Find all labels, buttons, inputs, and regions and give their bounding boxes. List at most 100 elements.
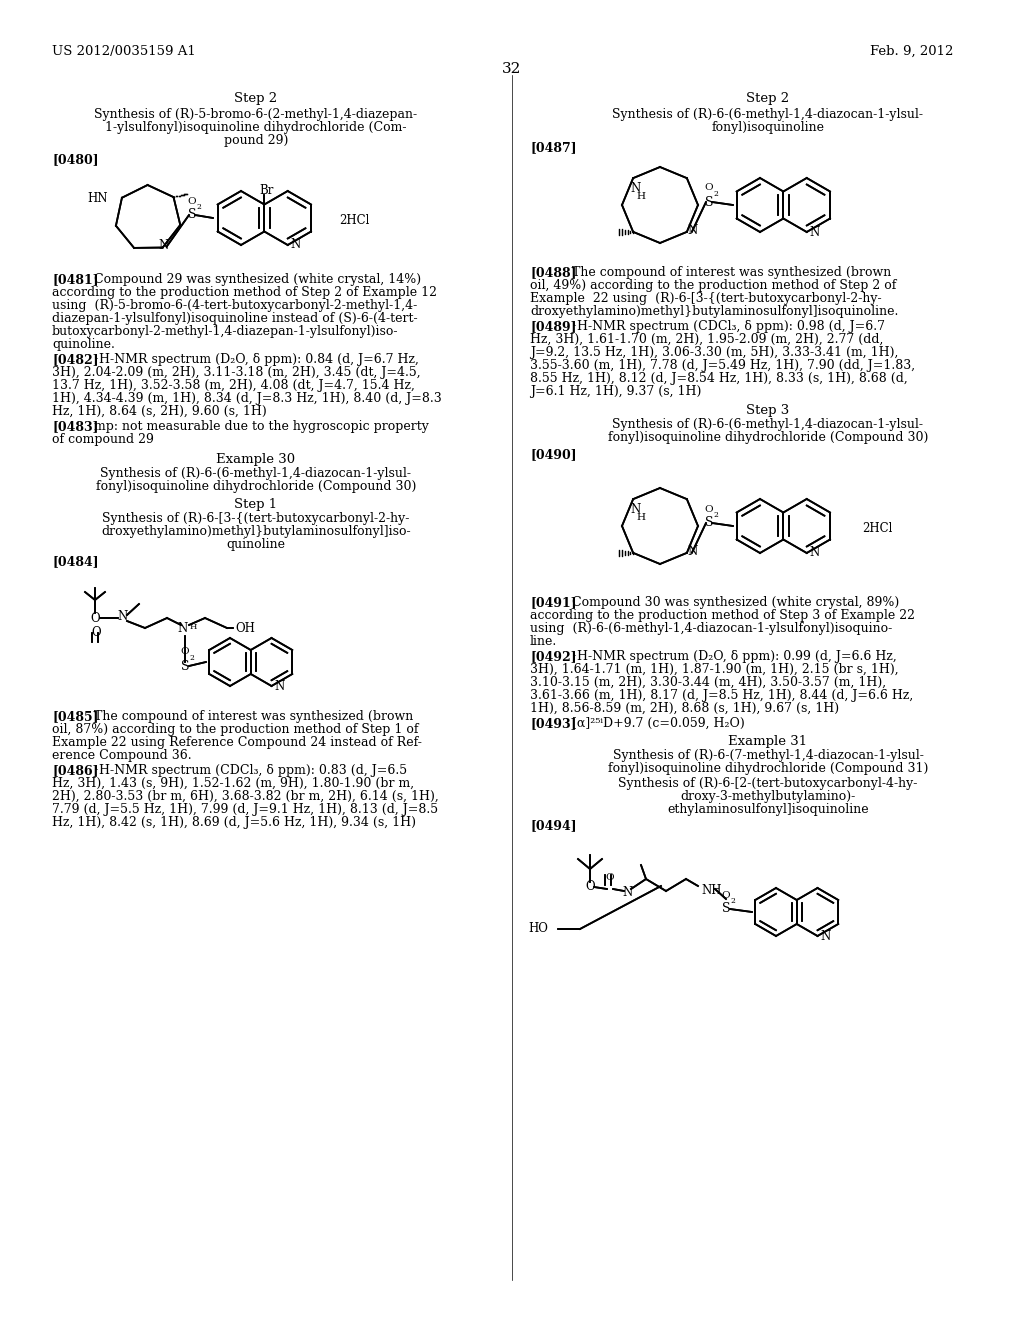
Text: Br: Br	[259, 183, 273, 197]
Text: according to the production method of Step 3 of Example 22: according to the production method of St…	[530, 609, 915, 622]
Text: [0493]: [0493]	[530, 717, 577, 730]
Text: [0487]: [0487]	[530, 141, 577, 154]
Text: quinoline: quinoline	[226, 539, 286, 550]
Text: 3.61-3.66 (m, 1H), 8.17 (d, J=8.5 Hz, 1H), 8.44 (d, J=6.6 Hz,: 3.61-3.66 (m, 1H), 8.17 (d, J=8.5 Hz, 1H…	[530, 689, 913, 702]
Text: O: O	[585, 880, 595, 894]
Text: N: N	[630, 182, 640, 194]
Text: ¹H-NMR spectrum (D₂O, δ ppm): 0.84 (d, J=6.7 Hz,: ¹H-NMR spectrum (D₂O, δ ppm): 0.84 (d, J…	[94, 352, 419, 366]
Text: according to the production method of Step 2 of Example 12: according to the production method of St…	[52, 286, 437, 300]
Text: 32: 32	[503, 62, 521, 77]
Text: S: S	[705, 195, 714, 209]
Text: Step 2: Step 2	[746, 92, 790, 106]
Text: ¹H-NMR spectrum (CDCl₃, δ ppm): 0.83 (d, J=6.5: ¹H-NMR spectrum (CDCl₃, δ ppm): 0.83 (d,…	[94, 764, 408, 777]
Text: using  (R)-5-bromo-6-(4-tert-butoxycarbonyl-2-methyl-1,4-: using (R)-5-bromo-6-(4-tert-butoxycarbon…	[52, 300, 417, 312]
Text: HO: HO	[528, 923, 548, 936]
Text: 7.79 (d, J=5.5 Hz, 1H), 7.99 (d, J=9.1 Hz, 1H), 8.13 (d, J=8.5: 7.79 (d, J=5.5 Hz, 1H), 7.99 (d, J=9.1 H…	[52, 803, 438, 816]
Text: 2: 2	[713, 190, 718, 198]
Text: Step 1: Step 1	[234, 498, 278, 511]
Text: 2: 2	[196, 203, 201, 211]
Text: OH: OH	[234, 622, 255, 635]
Text: [0482]: [0482]	[52, 352, 98, 366]
Text: S: S	[705, 516, 714, 529]
Text: Example 31: Example 31	[728, 735, 808, 748]
Text: [0489]: [0489]	[530, 319, 577, 333]
Text: N: N	[688, 545, 698, 558]
Text: oil, 49%) according to the production method of Step 2 of: oil, 49%) according to the production me…	[530, 279, 896, 292]
Text: quinoline.: quinoline.	[52, 338, 115, 351]
Text: S: S	[722, 903, 730, 916]
Text: O: O	[90, 611, 99, 624]
Text: O: O	[705, 504, 714, 513]
Text: O: O	[91, 626, 100, 639]
Text: N: N	[688, 224, 698, 238]
Text: H: H	[637, 191, 645, 201]
Text: oil, 87%) according to the production method of Step 1 of: oil, 87%) according to the production me…	[52, 723, 419, 737]
Text: Synthesis of (R)-6-[2-(tert-butoxycarbonyl-4-hy-: Synthesis of (R)-6-[2-(tert-butoxycarbon…	[618, 777, 918, 789]
Text: The compound of interest was synthesized (brown: The compound of interest was synthesized…	[572, 267, 891, 279]
Text: [0490]: [0490]	[530, 447, 577, 461]
Text: Synthesis of (R)-6-[3-{(tert-butoxycarbonyl-2-hy-: Synthesis of (R)-6-[3-{(tert-butoxycarbo…	[102, 512, 410, 525]
Text: [0494]: [0494]	[530, 818, 577, 832]
Text: pound 29): pound 29)	[224, 135, 288, 147]
Text: Synthesis of (R)-6-(6-methyl-1,4-diazocan-1-ylsul-: Synthesis of (R)-6-(6-methyl-1,4-diazoca…	[100, 467, 412, 480]
Text: ¹H-NMR spectrum (CDCl₃, δ ppm): 0.98 (d, J=6.7: ¹H-NMR spectrum (CDCl₃, δ ppm): 0.98 (d,…	[572, 319, 885, 333]
Text: erence Compound 36.: erence Compound 36.	[52, 748, 191, 762]
Text: ethylaminosulfonyl]isoquinoline: ethylaminosulfonyl]isoquinoline	[668, 803, 868, 816]
Text: Example 30: Example 30	[216, 453, 296, 466]
Text: Example  22 using  (R)-6-[3-{(tert-butoxycarbonyl-2-hy-: Example 22 using (R)-6-[3-{(tert-butoxyc…	[530, 292, 882, 305]
Text: Hz, 1H), 8.64 (s, 2H), 9.60 (s, 1H): Hz, 1H), 8.64 (s, 2H), 9.60 (s, 1H)	[52, 405, 266, 418]
Text: diazepan-1-ylsulfonyl)isoquinoline instead of (S)-6-(4-tert-: diazepan-1-ylsulfonyl)isoquinoline inste…	[52, 312, 418, 325]
Text: droxyethylamino)methyl}butylaminosulfonyl]iso-: droxyethylamino)methyl}butylaminosulfony…	[101, 525, 411, 539]
Text: 2H), 2.80-3.53 (br m, 6H), 3.68-3.82 (br m, 2H), 6.14 (s, 1H),: 2H), 2.80-3.53 (br m, 6H), 3.68-3.82 (br…	[52, 789, 438, 803]
Text: N: N	[810, 226, 820, 239]
Text: butoxycarbonyl-2-methyl-1,4-diazepan-1-ylsulfonyl)iso-: butoxycarbonyl-2-methyl-1,4-diazepan-1-y…	[52, 325, 398, 338]
Text: N: N	[820, 929, 830, 942]
Text: S: S	[187, 209, 197, 222]
Text: [0483]: [0483]	[52, 420, 98, 433]
Text: Example 22 using Reference Compound 24 instead of Ref-: Example 22 using Reference Compound 24 i…	[52, 737, 422, 748]
Text: using  (R)-6-(6-methyl-1,4-diazocan-1-ylsulfonyl)isoquino-: using (R)-6-(6-methyl-1,4-diazocan-1-yls…	[530, 622, 892, 635]
Text: N: N	[623, 886, 633, 899]
Text: N: N	[159, 239, 169, 252]
Text: O: O	[187, 197, 197, 206]
Text: O: O	[605, 873, 614, 882]
Text: Synthesis of (R)-6-(7-methyl-1,4-diazocan-1-ylsul-: Synthesis of (R)-6-(7-methyl-1,4-diazoca…	[612, 748, 924, 762]
Text: N: N	[274, 680, 285, 693]
Text: 3H), 1.64-1.71 (m, 1H), 1.87-1.90 (m, 1H), 2.15 (br s, 1H),: 3H), 1.64-1.71 (m, 1H), 1.87-1.90 (m, 1H…	[530, 663, 899, 676]
Text: H: H	[190, 623, 198, 631]
Text: US 2012/0035159 A1: US 2012/0035159 A1	[52, 45, 196, 58]
Text: Step 3: Step 3	[746, 404, 790, 417]
Text: Synthesis of (R)-6-(6-methyl-1,4-diazocan-1-ylsul-: Synthesis of (R)-6-(6-methyl-1,4-diazoca…	[612, 418, 924, 432]
Text: 3H), 2.04-2.09 (m, 2H), 3.11-3.18 (m, 2H), 3.45 (dt, J=4.5,: 3H), 2.04-2.09 (m, 2H), 3.11-3.18 (m, 2H…	[52, 366, 421, 379]
Text: O: O	[722, 891, 730, 899]
Text: [α]²⁵ⁱD+9.7 (c=0.059, H₂O): [α]²⁵ⁱD+9.7 (c=0.059, H₂O)	[572, 717, 744, 730]
Text: 1-ylsulfonyl)isoquinoline dihydrochloride (Com-: 1-ylsulfonyl)isoquinoline dihydrochlorid…	[105, 121, 407, 135]
Text: Feb. 9, 2012: Feb. 9, 2012	[870, 45, 953, 58]
Text: [0488]: [0488]	[530, 267, 577, 279]
Text: N: N	[630, 503, 640, 516]
Text: 1H), 8.56-8.59 (m, 2H), 8.68 (s, 1H), 9.67 (s, 1H): 1H), 8.56-8.59 (m, 2H), 8.68 (s, 1H), 9.…	[530, 702, 839, 715]
Text: Compound 30 was synthesized (white crystal, 89%): Compound 30 was synthesized (white cryst…	[572, 597, 899, 609]
Text: 2: 2	[713, 511, 718, 519]
Text: [0484]: [0484]	[52, 554, 98, 568]
Text: fonyl)isoquinoline dihydrochloride (Compound 30): fonyl)isoquinoline dihydrochloride (Comp…	[96, 480, 416, 492]
Text: S: S	[181, 660, 189, 672]
Text: [0491]: [0491]	[530, 597, 577, 609]
Text: droxyethylamino)methyl}butylaminosulfonyl]isoquinoline.: droxyethylamino)methyl}butylaminosulfony…	[530, 305, 898, 318]
Text: 2: 2	[730, 898, 735, 906]
Text: Hz, 3H), 1.61-1.70 (m, 2H), 1.95-2.09 (m, 2H), 2.77 (dd,: Hz, 3H), 1.61-1.70 (m, 2H), 1.95-2.09 (m…	[530, 333, 884, 346]
Text: [0481]: [0481]	[52, 273, 98, 286]
Text: N: N	[810, 546, 820, 560]
Text: fonyl)isoquinoline dihydrochloride (Compound 30): fonyl)isoquinoline dihydrochloride (Comp…	[608, 432, 928, 444]
Text: Synthesis of (R)-5-bromo-6-(2-methyl-1,4-diazepan-: Synthesis of (R)-5-bromo-6-(2-methyl-1,4…	[94, 108, 418, 121]
Text: HN: HN	[87, 193, 108, 205]
Text: Hz, 1H), 8.42 (s, 1H), 8.69 (d, J=5.6 Hz, 1H), 9.34 (s, 1H): Hz, 1H), 8.42 (s, 1H), 8.69 (d, J=5.6 Hz…	[52, 816, 416, 829]
Text: 2HCl: 2HCl	[862, 521, 892, 535]
Text: 2HCl: 2HCl	[339, 214, 369, 227]
Text: droxy-3-methylbutylamino)-: droxy-3-methylbutylamino)-	[680, 789, 856, 803]
Text: N: N	[178, 622, 188, 635]
Text: 3.10-3.15 (m, 2H), 3.30-3.44 (m, 4H), 3.50-3.57 (m, 1H),: 3.10-3.15 (m, 2H), 3.30-3.44 (m, 4H), 3.…	[530, 676, 886, 689]
Text: of compound 29: of compound 29	[52, 433, 154, 446]
Text: 1H), 4.34-4.39 (m, 1H), 8.34 (d, J=8.3 Hz, 1H), 8.40 (d, J=8.3: 1H), 4.34-4.39 (m, 1H), 8.34 (d, J=8.3 H…	[52, 392, 441, 405]
Text: N: N	[291, 239, 301, 252]
